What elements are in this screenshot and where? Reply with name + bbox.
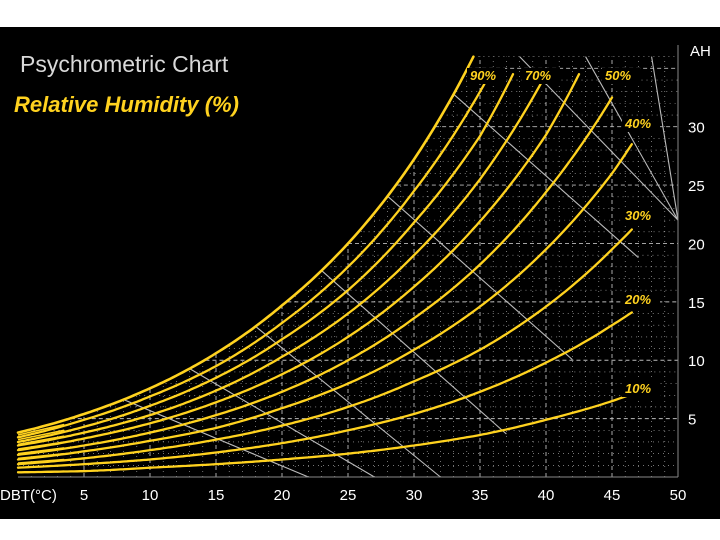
grid-layer (18, 45, 679, 478)
y-axis-label: AH (690, 43, 711, 60)
rh-curve-20 (16, 311, 633, 469)
x-tick-label: 45 (604, 487, 621, 504)
chart-subtitle: Relative Humidity (%) (14, 92, 239, 117)
enthalpy-line (585, 56, 679, 221)
enthalpy-line (189, 368, 375, 478)
enthalpy-line (453, 93, 639, 259)
rh-curve-30 (16, 228, 633, 466)
y-tick-label: 25 (688, 178, 705, 195)
series-layer (16, 55, 633, 474)
rh-curve-90 (16, 78, 488, 439)
rh-curve-tick (17, 429, 65, 441)
enthalpy-line (255, 325, 441, 478)
rh-label-40: 40% (624, 116, 651, 131)
x-tick-label: 30 (406, 487, 423, 504)
rh-curve-50 (16, 96, 614, 456)
rh-label-50: 50% (605, 68, 631, 83)
x-tick-label: 25 (340, 487, 357, 504)
rh-curve-60 (16, 73, 581, 452)
x-tick-label: 40 (538, 487, 555, 504)
x-tick-label: 20 (274, 487, 291, 504)
rh-label-70: 70% (525, 68, 551, 83)
rh-curve-100 (16, 55, 475, 434)
rh-curve-tick (17, 447, 65, 455)
y-tick-label: 10 (688, 353, 705, 370)
enthalpy-line (321, 270, 507, 435)
rh-curve-tick (17, 423, 65, 436)
enthalpy-line (387, 195, 573, 361)
y-tick-label: 30 (688, 120, 705, 137)
rh-label-bg (622, 292, 660, 308)
enthalpy-line (651, 56, 679, 221)
rh-curve-70 (16, 73, 548, 447)
x-tick-label: 5 (80, 487, 88, 504)
y-tick-label: 15 (688, 295, 705, 312)
rh-curve-80 (16, 73, 515, 444)
chart-title: Psychrometric Chart (20, 51, 229, 77)
rh-label-30: 30% (625, 208, 651, 223)
x-axis-label: DBT(°C) (0, 487, 57, 504)
rh-label-20: 20% (624, 292, 651, 307)
psychrometric-chart: 5 10 15 20 25 30 35 40 45 50 5 10 15 20 25 30 90% 70% 50% 4… (0, 43, 711, 504)
enthalpy-line (123, 399, 309, 478)
rh-label-bg (622, 116, 660, 132)
rh-label-bg (622, 381, 660, 397)
rh-curve-tick (17, 470, 65, 474)
rh-label-90: 90% (470, 68, 496, 83)
x-tick-label: 35 (472, 487, 489, 504)
rh-label-bg (622, 208, 660, 224)
x-tick-label: 10 (142, 487, 159, 504)
rh-label-bg (602, 68, 640, 84)
rh-label-bg (522, 68, 560, 84)
rh-curve-tick (17, 464, 65, 469)
rh-curve-tick (17, 458, 65, 464)
rh-curve-tick (17, 441, 65, 450)
x-tick-label: 15 (208, 487, 225, 504)
rh-label-bg (467, 68, 505, 84)
rh-curve-10 (16, 392, 633, 474)
label-layer: 5 10 15 20 25 30 35 40 45 50 5 10 15 20 25 30 90% 70% 50% 4… (80, 68, 705, 504)
rh-label-10: 10% (625, 381, 651, 396)
rh-curve-40 (16, 143, 633, 461)
x-tick-label: 50 (670, 487, 687, 504)
rh-curve-tick (17, 435, 65, 446)
y-tick-label: 5 (688, 412, 696, 429)
rh-curve-tick (17, 452, 65, 460)
y-tick-label: 20 (688, 236, 705, 253)
chart-slide: 5 10 15 20 25 30 35 40 45 50 5 10 15 20 25 30 90% 70% 50% 4… (0, 27, 720, 519)
